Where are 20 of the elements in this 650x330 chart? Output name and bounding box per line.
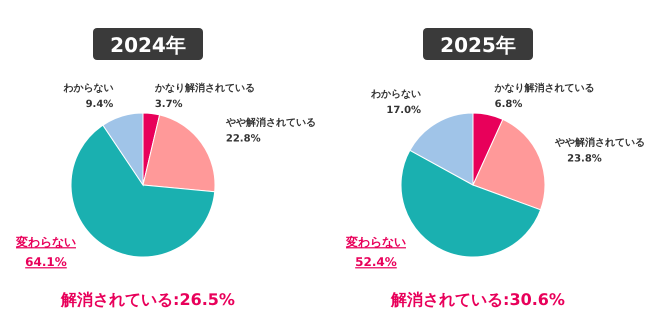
- text: 解消されている:30.6%: [390, 290, 565, 309]
- slice-label: わからない: [370, 89, 422, 100]
- slice-label: やや解消されている: [554, 136, 645, 149]
- data-label: 17.0%: [386, 105, 422, 116]
- data-label: 64.1%: [25, 255, 67, 270]
- slice-label: 変わらない: [15, 235, 76, 250]
- data-label: 9.4%: [86, 99, 114, 110]
- data-label: 22.8%: [226, 134, 261, 145]
- data-label: 6.8%: [494, 99, 522, 110]
- text: 解消されている:26.5%: [60, 290, 235, 309]
- slice-label: かなり解消されている: [494, 82, 595, 94]
- data-label: 3.7%: [154, 99, 183, 110]
- slice-label: 変わらない: [345, 235, 406, 250]
- slice-label: かなり解消されている: [154, 82, 255, 94]
- slice-label: やや解消されている: [224, 116, 316, 129]
- chart-title: 2024年: [110, 33, 186, 57]
- slice-label: わからない: [62, 83, 114, 94]
- chart-title: 2025年: [440, 33, 516, 57]
- data-label: 52.4%: [355, 255, 397, 270]
- data-label: 23.8%: [567, 154, 602, 165]
